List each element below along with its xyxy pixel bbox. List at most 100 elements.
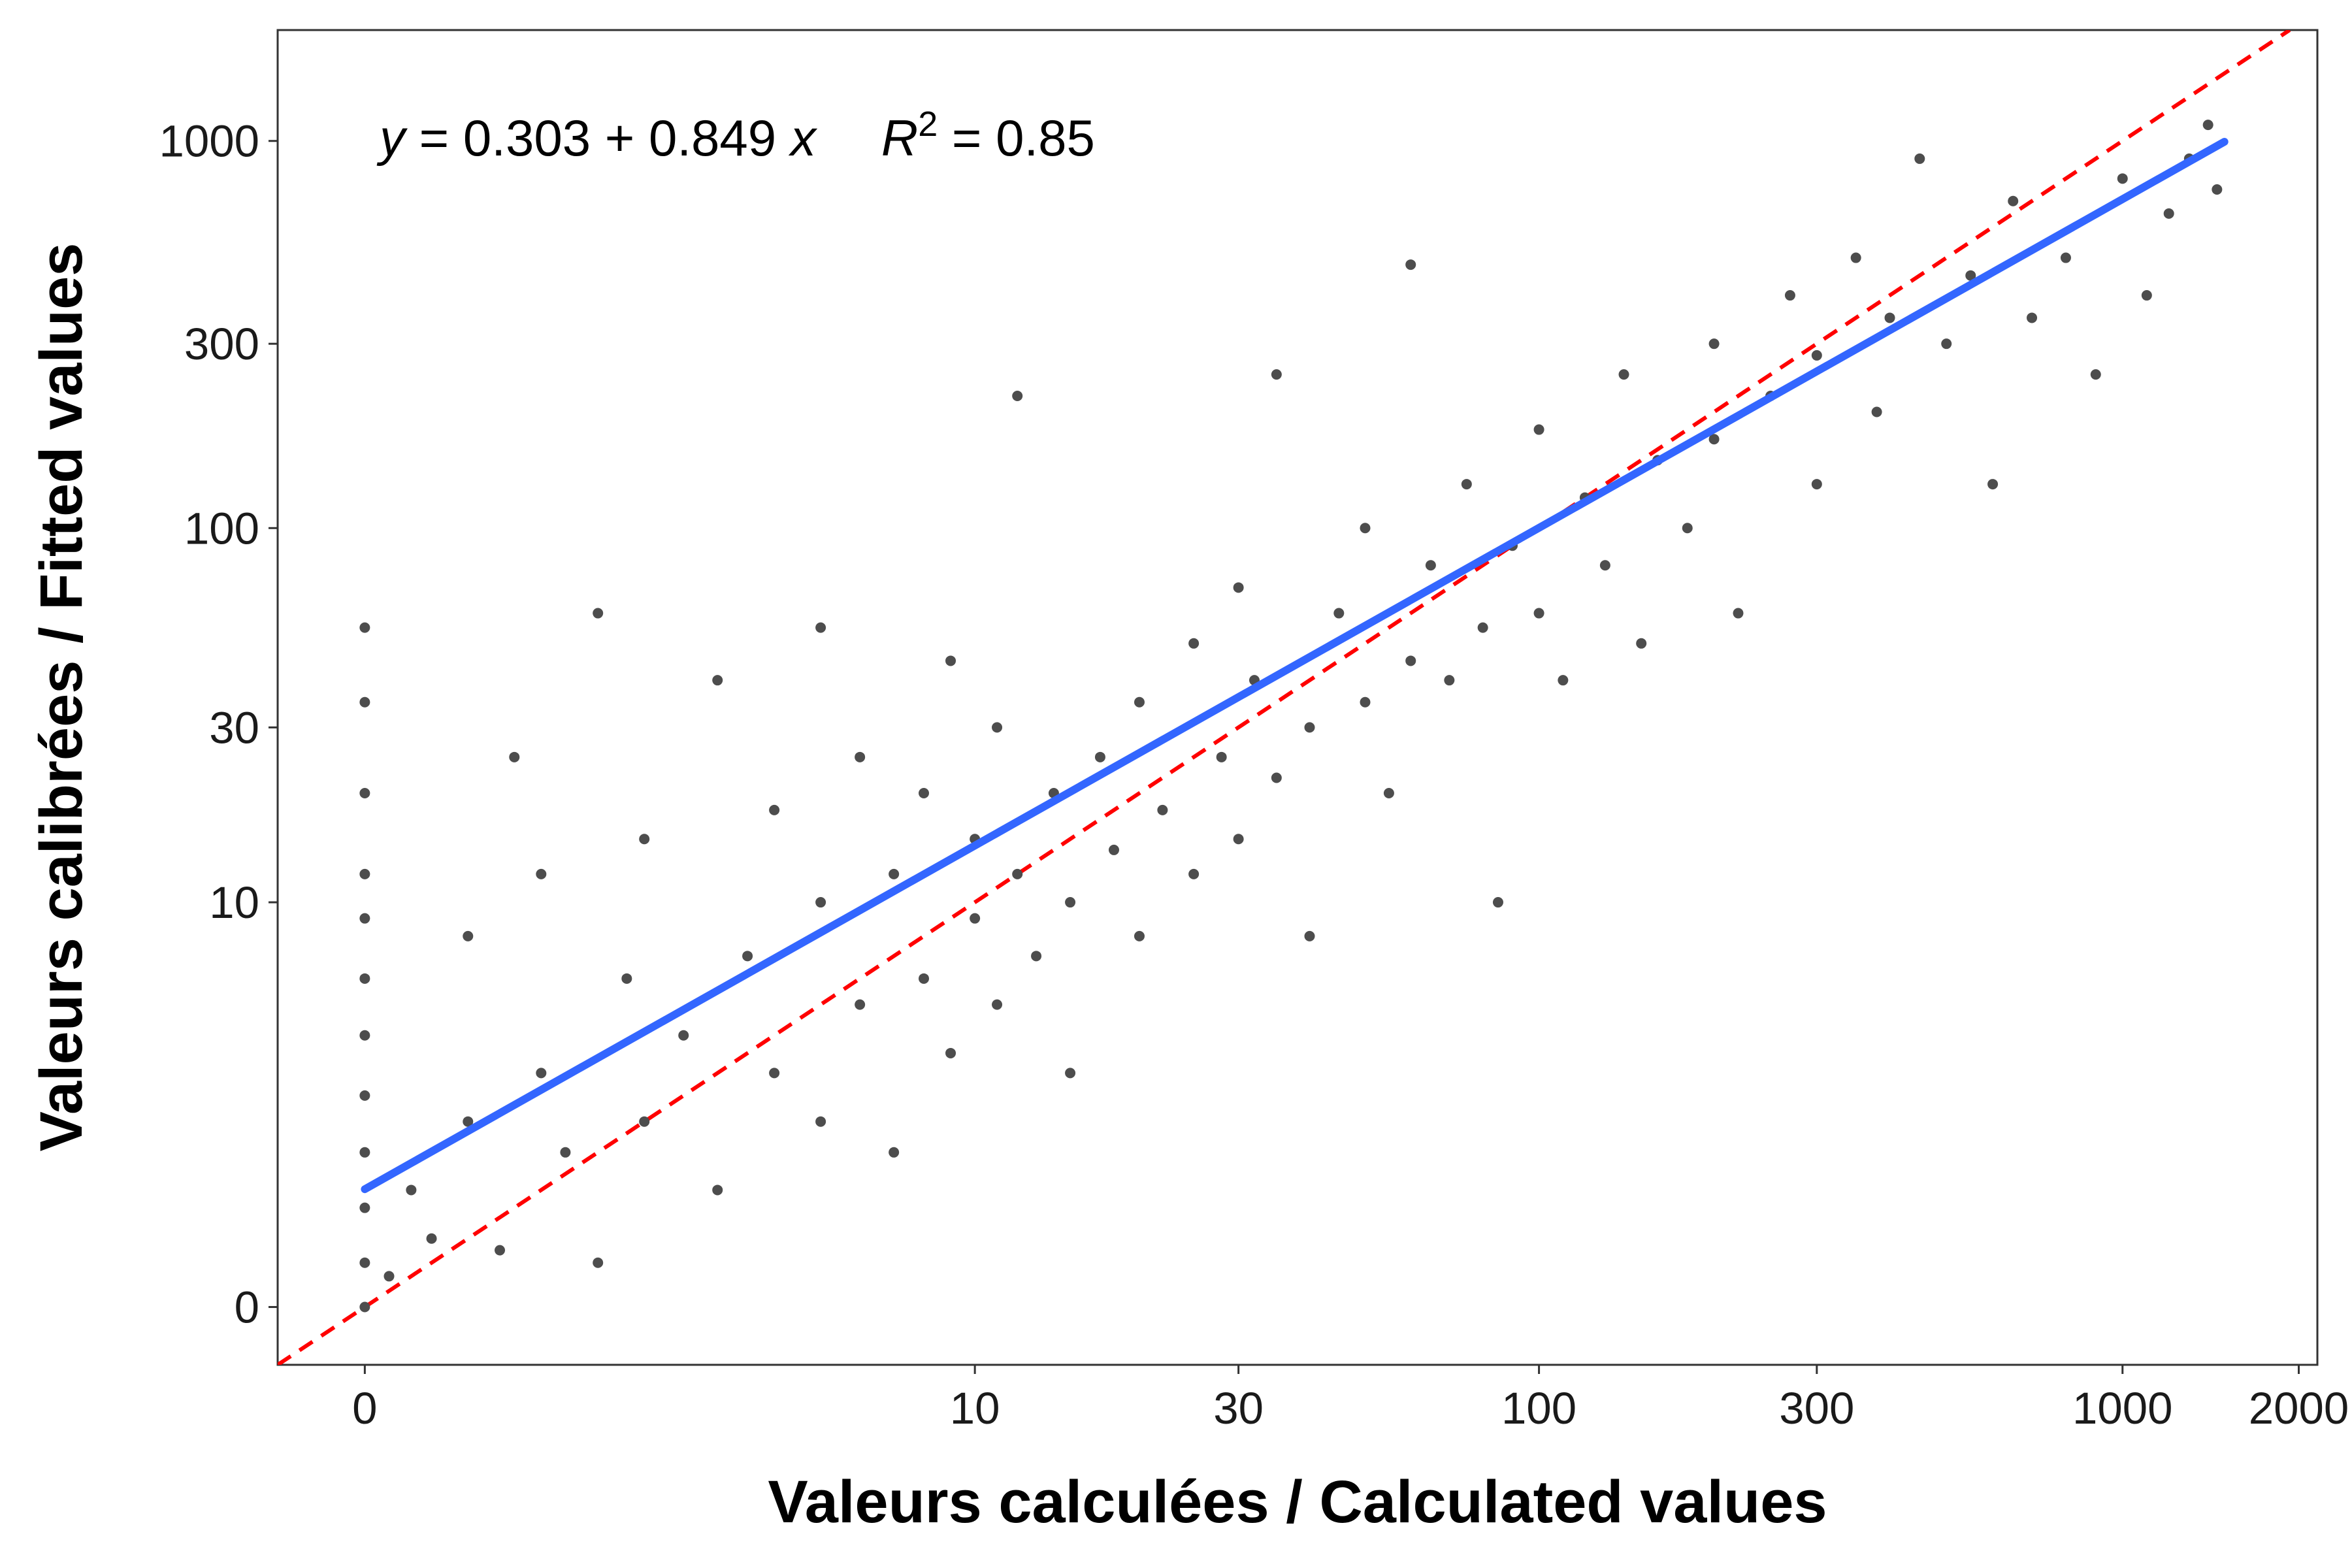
point <box>1884 312 1895 323</box>
x-tick-label: 1000 <box>2072 1383 2173 1433</box>
y-tick-label: 10 <box>209 877 259 928</box>
point <box>359 973 370 984</box>
point <box>426 1233 437 1244</box>
annotation-part: = 0.85 <box>938 109 1095 167</box>
point <box>1304 930 1315 941</box>
point <box>359 622 370 633</box>
point <box>593 1257 604 1268</box>
annotation: y = 0.303 + 0.849 x R2 = 0.85 <box>376 105 1095 167</box>
point <box>359 1147 370 1158</box>
point <box>359 788 370 799</box>
point <box>1188 638 1200 649</box>
point <box>919 788 930 799</box>
point <box>1233 834 1244 845</box>
point <box>1599 560 1610 571</box>
point <box>2163 208 2174 219</box>
point <box>919 973 930 984</box>
point <box>359 1301 370 1313</box>
annotation-part: y <box>376 109 408 167</box>
identity-line <box>278 30 2291 1365</box>
point <box>769 1068 780 1079</box>
point <box>2060 252 2071 263</box>
point <box>1134 696 1145 708</box>
point <box>1784 290 1795 301</box>
point <box>639 834 650 845</box>
point <box>1987 479 1999 490</box>
point <box>1461 479 1472 490</box>
annotation-part: 2 <box>918 105 938 144</box>
x-tick-label: 30 <box>1213 1383 1264 1433</box>
point <box>1941 338 1952 350</box>
plot-marks <box>278 30 2291 1365</box>
point <box>621 973 632 984</box>
point <box>1871 406 1882 417</box>
point <box>509 751 520 762</box>
x-axis-title: Valeurs calculées / Calculated values <box>768 1469 1827 1535</box>
point <box>536 868 547 879</box>
point <box>1733 608 1744 619</box>
point <box>1405 655 1416 666</box>
point <box>1850 252 1861 263</box>
point <box>406 1184 417 1196</box>
y-axis-title: Valeurs calibrées / Fitted values <box>28 243 95 1152</box>
point <box>560 1147 571 1158</box>
x-tick-label: 100 <box>1501 1383 1576 1433</box>
point <box>1558 675 1569 686</box>
annotation-part: R <box>881 109 918 167</box>
point <box>1360 696 1371 708</box>
point <box>2027 312 2038 323</box>
point <box>1333 608 1345 619</box>
point <box>1233 582 1244 593</box>
y-tick-label: 300 <box>184 319 259 369</box>
point <box>2202 120 2213 131</box>
point <box>1444 675 1455 686</box>
point <box>593 608 604 619</box>
point <box>1811 350 1822 361</box>
point <box>1492 897 1503 908</box>
point <box>1965 270 1976 281</box>
point <box>1108 844 1119 855</box>
plot-panel <box>276 29 2319 1366</box>
point <box>359 913 370 924</box>
point <box>463 930 474 941</box>
point <box>1914 153 1925 164</box>
point <box>1383 788 1394 799</box>
point <box>1811 479 1822 490</box>
point <box>1271 772 1282 783</box>
point <box>815 897 826 908</box>
point <box>1636 638 1647 649</box>
point <box>2090 369 2101 380</box>
point <box>384 1271 395 1282</box>
point <box>1360 523 1371 534</box>
point <box>1477 622 1488 633</box>
point <box>1271 369 1282 380</box>
point <box>2212 184 2223 195</box>
point <box>1533 424 1544 435</box>
point <box>712 675 723 686</box>
point <box>1094 751 1105 762</box>
point <box>1682 523 1693 534</box>
point <box>1031 951 1042 962</box>
point <box>815 622 826 633</box>
point <box>359 868 370 879</box>
point <box>1216 751 1227 762</box>
y-tick-label: 0 <box>235 1282 259 1333</box>
point <box>992 722 1003 733</box>
point <box>536 1068 547 1079</box>
point <box>359 1257 370 1268</box>
x-tick-label: 2000 <box>2249 1383 2349 1433</box>
point <box>359 1030 370 1041</box>
point <box>639 1116 650 1127</box>
point <box>1065 1068 1076 1079</box>
point <box>712 1184 723 1196</box>
point <box>463 1116 474 1127</box>
x-tick-label: 0 <box>352 1383 377 1433</box>
x-tick-label: 300 <box>1779 1383 1854 1433</box>
point <box>815 1116 826 1127</box>
point <box>1157 804 1168 815</box>
point <box>1425 560 1436 571</box>
point <box>1533 608 1544 619</box>
annotation-part: x <box>788 109 818 167</box>
point <box>1708 338 1720 350</box>
